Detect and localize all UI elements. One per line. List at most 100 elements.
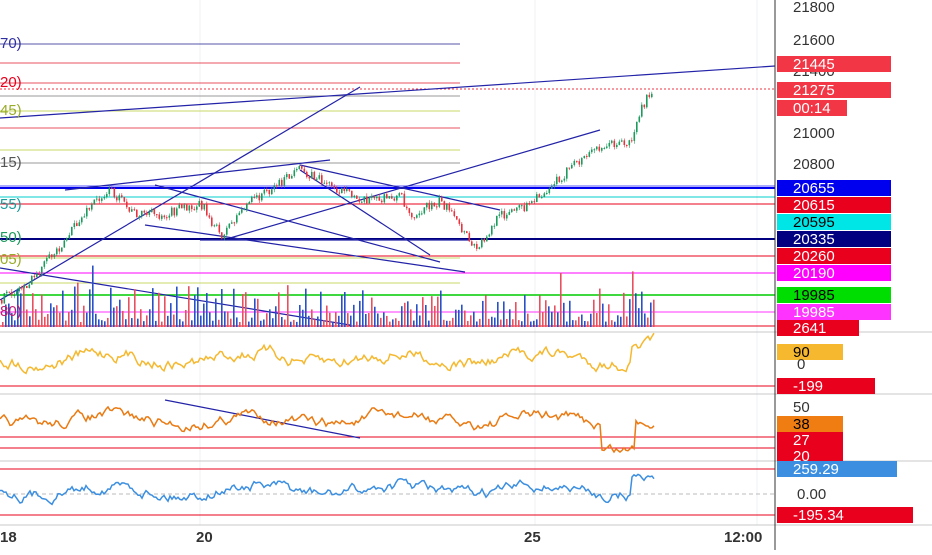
candle-body — [223, 234, 226, 239]
candle-body — [473, 243, 476, 246]
plot — [0, 91, 655, 506]
candle-body — [378, 196, 381, 201]
volume-bar — [65, 320, 67, 327]
volume-bar — [200, 315, 202, 327]
price-tag — [777, 432, 843, 448]
volume-bar — [635, 293, 637, 327]
candle-body — [318, 175, 321, 179]
candle-body — [256, 195, 258, 198]
volume-bar — [569, 300, 571, 327]
volume-bar — [101, 320, 103, 327]
candle-body — [211, 217, 213, 226]
labels: 2180021600214002100020800214452127500:14… — [0, 0, 913, 546]
volume-bar — [428, 320, 430, 327]
volume-bar — [68, 312, 70, 327]
volume-bar — [485, 295, 487, 327]
volume-bar — [377, 313, 379, 327]
time-axis-label: 25 — [524, 529, 541, 546]
volume-bar — [536, 319, 538, 327]
volume-bar — [131, 318, 133, 327]
candle-body — [136, 209, 138, 218]
volume-bar — [221, 289, 223, 327]
candle-body — [563, 178, 566, 181]
volume-bar — [317, 316, 319, 327]
volume-bar — [98, 319, 100, 327]
volume-bar — [185, 309, 187, 327]
volume-bar — [83, 305, 85, 327]
candle-body — [286, 174, 288, 178]
volume-bar — [581, 314, 583, 327]
volume-bar — [524, 295, 526, 327]
candle-body — [616, 144, 618, 148]
volume-bar — [650, 302, 652, 327]
candle-body — [503, 211, 506, 219]
candle-body — [313, 171, 316, 180]
indicator-legend: 55) — [0, 196, 22, 213]
price-tag-label: 00:14 — [793, 100, 831, 117]
candle-body — [171, 207, 173, 216]
candle-body — [626, 144, 628, 146]
candle-body — [283, 177, 286, 186]
candle-body — [511, 209, 513, 212]
volume-bar — [500, 319, 502, 327]
candle-body — [273, 185, 276, 190]
candle-body — [213, 225, 216, 227]
candle-body — [556, 176, 558, 185]
candle-body — [398, 193, 401, 196]
volume-bar — [35, 309, 37, 327]
volume-bar — [263, 319, 265, 327]
candle-body — [196, 206, 198, 210]
candle-body — [471, 241, 473, 246]
volume-bar — [539, 295, 541, 327]
price-tag-label: 19985 — [793, 287, 835, 304]
price-tag-label: 20595 — [793, 214, 835, 231]
candle-body — [546, 192, 548, 194]
price-tag — [777, 180, 891, 196]
candle-body — [621, 140, 623, 142]
price-tag — [777, 197, 891, 213]
volume-bar — [458, 309, 460, 327]
candle-body — [293, 170, 296, 176]
candle-body — [603, 147, 606, 149]
price-tag — [777, 320, 859, 336]
volume-bar — [329, 312, 331, 327]
candle-body — [416, 215, 418, 218]
volume-bar — [71, 309, 73, 327]
price-tag — [777, 287, 891, 303]
price-tag — [777, 378, 875, 394]
candle-body — [236, 215, 238, 223]
price-tag-label: -199 — [793, 378, 823, 395]
volume-bar — [50, 303, 52, 327]
volume-bar — [260, 320, 262, 327]
trend-line — [0, 65, 776, 119]
candle-body — [341, 187, 343, 194]
volume-bar — [311, 309, 313, 327]
candle-body — [58, 248, 61, 252]
candle-body — [638, 116, 641, 122]
candle-body — [263, 189, 266, 194]
volume-bar — [608, 304, 610, 327]
price-tag-label: 259.29 — [793, 461, 839, 478]
candle-body — [608, 142, 611, 147]
candle-body — [101, 198, 103, 201]
candle-body — [421, 213, 423, 215]
volume-bar — [593, 299, 595, 327]
candle-body — [448, 204, 451, 211]
indicator-2-line — [0, 405, 655, 454]
indicator-1-line — [0, 332, 655, 375]
candle-body — [308, 177, 311, 179]
candle-body — [51, 254, 53, 258]
volume-bar — [338, 315, 340, 327]
volume-bar — [572, 320, 574, 327]
candle-body — [406, 206, 408, 209]
candle-body — [188, 205, 191, 211]
volume-bar — [143, 321, 145, 327]
volume-bar — [320, 291, 322, 327]
price-tag-label: 20260 — [793, 248, 835, 265]
candle-body — [531, 201, 533, 204]
candle-body — [31, 275, 33, 285]
volume-bar — [125, 319, 127, 327]
indicator-legend: 50) — [0, 229, 22, 246]
volume-bar — [173, 314, 175, 327]
